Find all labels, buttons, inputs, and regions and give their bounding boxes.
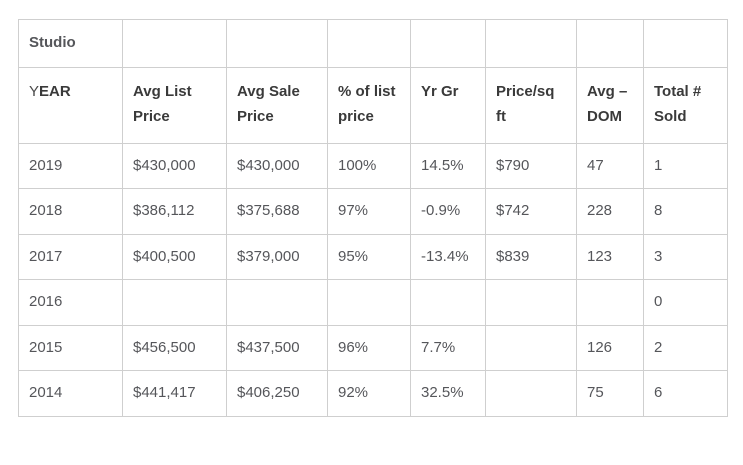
group-row-spacer-cell xyxy=(410,19,486,68)
cell-avg-dom xyxy=(576,279,644,326)
cell-avg-list-price: $456,500 xyxy=(122,324,227,371)
cell-total-sold: 1 xyxy=(643,142,728,189)
cell-total-sold: 8 xyxy=(643,188,728,235)
cell-price-sq-ft xyxy=(485,279,577,326)
table-row-2017: 2017 $400,500 $379,000 95% -13.4% $839 1… xyxy=(18,233,728,280)
group-row-spacer-cell xyxy=(485,19,577,68)
cell-total-sold: 6 xyxy=(643,370,728,417)
cell-year: 2016 xyxy=(18,279,123,326)
cell-yr-gr: -13.4% xyxy=(410,233,486,280)
cell-price-sq-ft: $839 xyxy=(485,233,577,280)
cell-price-sq-ft: $790 xyxy=(485,142,577,189)
cell-yr-gr: 32.5% xyxy=(410,370,486,417)
cell-total-sold: 0 xyxy=(643,279,728,326)
cell-avg-dom: 47 xyxy=(576,142,644,189)
cell-avg-sale-price: $437,500 xyxy=(226,324,328,371)
cell-avg-sale-price: $406,250 xyxy=(226,370,328,417)
studio-stats-table: Studio YEAR Avg List Price Avg Sale Pric… xyxy=(18,19,728,417)
group-row-spacer-cell xyxy=(643,19,728,68)
group-row-spacer-cell xyxy=(122,19,227,68)
cell-year: 2014 xyxy=(18,370,123,417)
cell-pct-of-list-price: 95% xyxy=(327,233,411,280)
column-header-avg-sale-price: Avg Sale Price xyxy=(226,66,328,144)
cell-year: 2019 xyxy=(18,142,123,189)
cell-avg-list-price xyxy=(122,279,227,326)
cell-pct-of-list-price: 97% xyxy=(327,188,411,235)
cell-avg-dom: 123 xyxy=(576,233,644,280)
cell-total-sold: 2 xyxy=(643,324,728,371)
column-header-year: YEAR xyxy=(18,66,123,144)
cell-pct-of-list-price xyxy=(327,279,411,326)
cell-price-sq-ft: $742 xyxy=(485,188,577,235)
cell-avg-list-price: $430,000 xyxy=(122,142,227,189)
cell-avg-dom: 126 xyxy=(576,324,644,371)
column-header-price-sq-ft: Price/sq ft xyxy=(485,66,577,144)
cell-avg-list-price: $386,112 xyxy=(122,188,227,235)
group-row-spacer-cell xyxy=(576,19,644,68)
cell-avg-list-price: $441,417 xyxy=(122,370,227,417)
column-header-avg-list-price: Avg List Price xyxy=(122,66,227,144)
group-row-spacer-cell xyxy=(327,19,411,68)
column-header-avg-dom: Avg – DOM xyxy=(576,66,644,144)
cell-avg-dom: 75 xyxy=(576,370,644,417)
cell-pct-of-list-price: 92% xyxy=(327,370,411,417)
cell-avg-sale-price: $430,000 xyxy=(226,142,328,189)
cell-avg-list-price: $400,500 xyxy=(122,233,227,280)
cell-avg-sale-price xyxy=(226,279,328,326)
cell-avg-dom: 228 xyxy=(576,188,644,235)
table-header-row: YEAR Avg List Price Avg Sale Price % of … xyxy=(18,66,728,144)
cell-yr-gr xyxy=(410,279,486,326)
cell-pct-of-list-price: 100% xyxy=(327,142,411,189)
cell-year: 2017 xyxy=(18,233,123,280)
group-row-spacer-cell xyxy=(226,19,328,68)
cell-total-sold: 3 xyxy=(643,233,728,280)
cell-year: 2018 xyxy=(18,188,123,235)
cell-year: 2015 xyxy=(18,324,123,371)
column-header-yr-gr: Yr Gr xyxy=(410,66,486,144)
year-header-prefix: Y xyxy=(29,82,40,100)
cell-yr-gr: 7.7% xyxy=(410,324,486,371)
cell-price-sq-ft xyxy=(485,324,577,371)
cell-avg-sale-price: $375,688 xyxy=(226,188,328,235)
table-row-2019: 2019 $430,000 $430,000 100% 14.5% $790 4… xyxy=(18,142,728,189)
cell-yr-gr: 14.5% xyxy=(410,142,486,189)
year-header-rest: EAR xyxy=(39,82,71,100)
cell-avg-sale-price: $379,000 xyxy=(226,233,328,280)
table-row-2015: 2015 $456,500 $437,500 96% 7.7% 126 2 xyxy=(18,324,728,371)
table-row-2018: 2018 $386,112 $375,688 97% -0.9% $742 22… xyxy=(18,188,728,235)
table-row-2016: 2016 0 xyxy=(18,279,728,326)
cell-yr-gr: -0.9% xyxy=(410,188,486,235)
cell-pct-of-list-price: 96% xyxy=(327,324,411,371)
column-header-total-sold: Total # Sold xyxy=(643,66,728,144)
table-row-2014: 2014 $441,417 $406,250 92% 32.5% 75 6 xyxy=(18,370,728,417)
table-group-row: Studio xyxy=(18,19,728,68)
column-header-pct-of-list-price: % of list price xyxy=(327,66,411,144)
group-label-studio: Studio xyxy=(18,19,123,68)
cell-price-sq-ft xyxy=(485,370,577,417)
